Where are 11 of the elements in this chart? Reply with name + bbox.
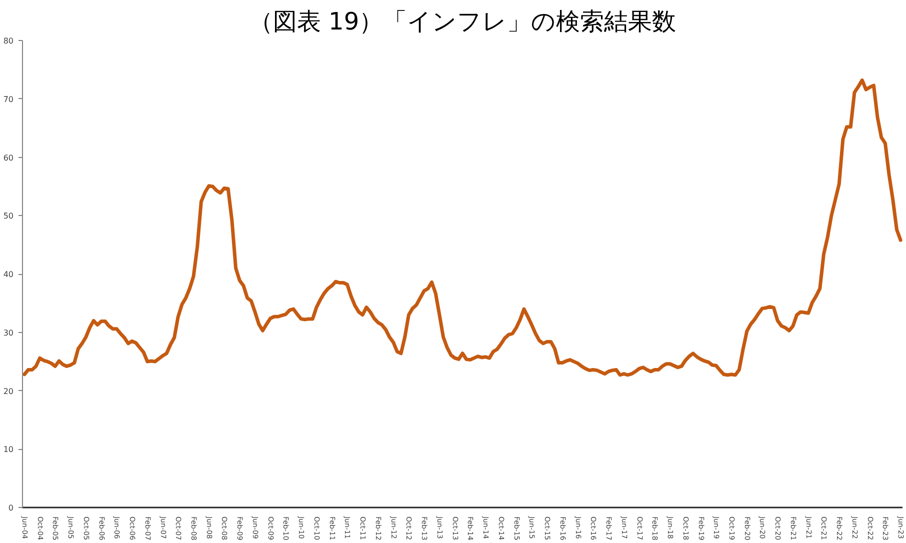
y-tick-label: 30 — [3, 328, 14, 338]
y-tick-label: 0 — [8, 504, 14, 512]
y-tick-label: 20 — [3, 386, 14, 396]
y-tick-label: 50 — [3, 212, 14, 221]
y-tick-label: 70 — [3, 94, 14, 104]
y-tick-label: 10 — [3, 445, 14, 454]
y-tick-label: 40 — [3, 270, 14, 279]
y-tick-label: 60 — [3, 153, 14, 162]
line-series — [22, 78, 902, 377]
chart-title: （図表 19）「インフレ」の検索結果数 — [248, 8, 676, 36]
y-tick-label: 80 — [3, 36, 14, 46]
